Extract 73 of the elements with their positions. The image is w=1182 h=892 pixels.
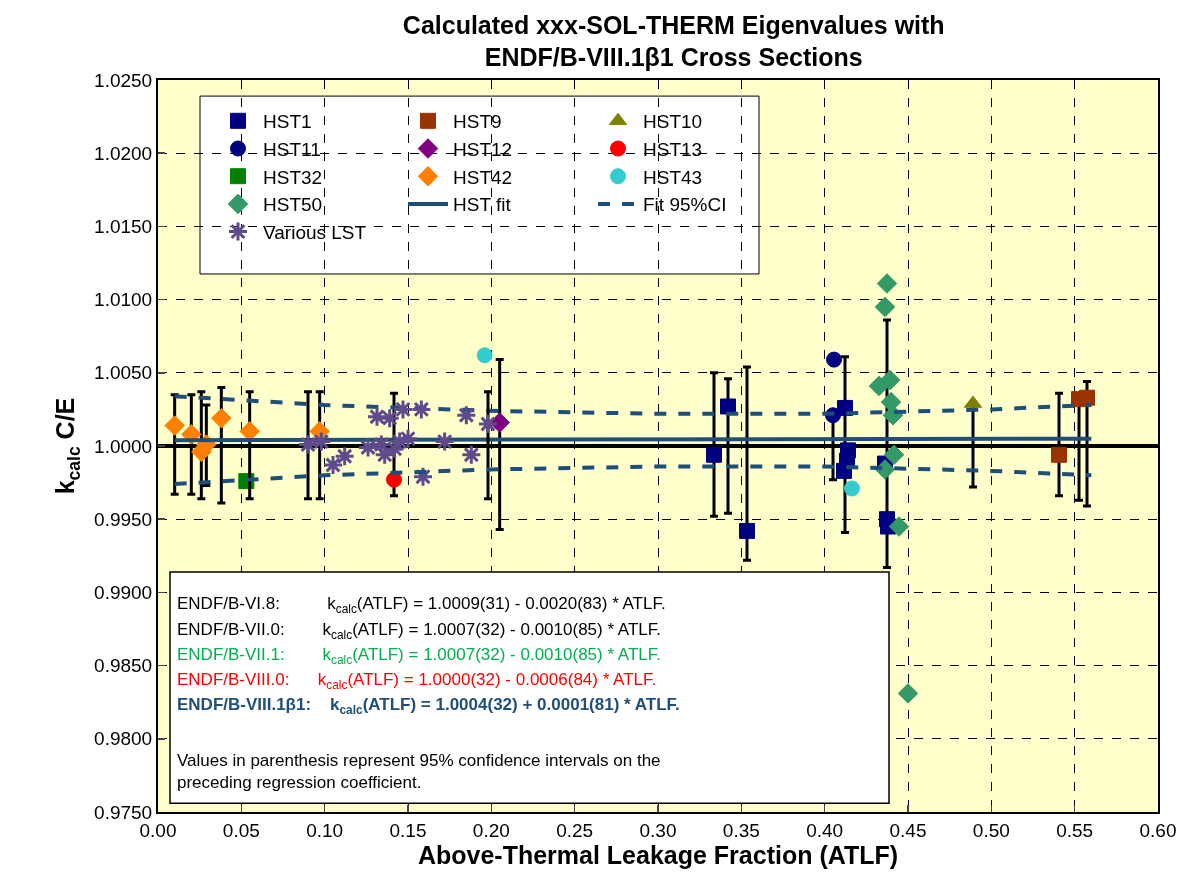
annotation: ENDF/B-VI.8: k$_{calc}$(ATLF) = 1.0009(31) - 0.0020(83) * ATLF.	[177, 594, 666, 616]
point	[897, 683, 919, 704]
point	[297, 434, 319, 456]
point	[164, 415, 185, 436]
y-tick-label: 1.0200	[94, 142, 153, 164]
legend-label: HST9	[453, 111, 502, 133]
y-tick-label: 0.9900	[94, 582, 153, 604]
y-tick-label: 0.9950	[94, 508, 153, 530]
point	[706, 446, 722, 463]
legend-label: HST12	[453, 138, 513, 160]
point	[476, 347, 493, 364]
x-tick-label: 0.40	[806, 819, 844, 841]
y-tick-label: 1.0150	[94, 216, 153, 238]
y-tick-label: 1.0050	[94, 362, 153, 384]
annotation: ENDF/B-VII.0: k$_{calc}$(ATLF) = 1.0007(32) - 0.0010(85) * ATLF.	[177, 620, 661, 642]
legend-label: HST fit	[453, 194, 512, 216]
x-tick-label: 0.50	[972, 819, 1010, 841]
point	[739, 522, 755, 539]
point	[392, 398, 414, 420]
point	[455, 404, 477, 426]
x-tick-label: 0.05	[222, 819, 260, 841]
y-tick-label: 0.9800	[94, 728, 153, 750]
legend-label: HST32	[263, 166, 323, 188]
point	[460, 444, 482, 466]
point	[826, 351, 842, 368]
annotation: Values in parenthesis represent 95% confidence intervals on the preceding regression coefficient.	[177, 751, 661, 793]
x-tick-label: 0.10	[306, 819, 344, 841]
point	[434, 431, 456, 453]
point	[357, 436, 379, 458]
x-tick-label: 0.45	[889, 819, 927, 841]
point	[888, 516, 910, 537]
legend-label: HST13	[643, 138, 703, 160]
point	[874, 296, 896, 318]
legend-label: HST11	[263, 138, 321, 160]
chart-title: Calculated xxx-SOL-THERM Eigenvalues with ENDF/B-VIII.1β1 Cross Sections	[402, 10, 945, 72]
x-tick-label: 0.25	[556, 819, 594, 841]
x-tick-label: 0.15	[389, 819, 427, 841]
annotation: ENDF/B-VII.1: k$_{calc}$(ATLF) = 1.0007(32) - 0.0010(85) * ATLF.	[177, 645, 661, 667]
x-tick-label: 0.35	[722, 819, 760, 841]
y-tick-label: 1.0000	[94, 435, 153, 457]
annotation: ENDF/B-VIII.1β1: k$_{calc}$(ATLF) = 1.0004(32) + 0.0001(81) * ATLF.	[177, 695, 680, 717]
point	[879, 369, 901, 391]
y-tick-label: 1.0100	[94, 289, 153, 311]
point	[720, 398, 736, 415]
point	[1051, 446, 1067, 463]
point	[883, 444, 905, 466]
legend-label: HST42	[453, 166, 513, 188]
point	[1079, 389, 1095, 406]
x-axis-title: Above-Thermal Leakage Fraction (ATLF)	[417, 840, 899, 869]
y-tick-label: 1.0250	[94, 69, 153, 91]
point	[334, 445, 356, 467]
line-series	[172, 464, 1094, 487]
annotation: ENDF/B-VIII.0: k$_{calc}$(ATLF) = 1.0000(32) - 0.0006(84) * ATLF.	[177, 670, 657, 692]
legend-label: Fit 95%CI	[643, 194, 727, 216]
legend-label: HST1	[263, 111, 312, 133]
x-tick-label: 0.20	[472, 819, 510, 841]
point	[374, 444, 396, 466]
point	[477, 413, 499, 435]
point	[211, 407, 232, 429]
point	[410, 398, 432, 420]
x-tick-label: 0.55	[1056, 819, 1094, 841]
point	[322, 454, 344, 476]
y-tick-label: 0.9850	[94, 655, 153, 677]
legend-label: HST10	[643, 111, 703, 133]
legend-label: HST50	[263, 194, 323, 216]
x-tick-label: 0.60	[1139, 819, 1177, 841]
point	[844, 480, 860, 497]
point	[876, 273, 898, 294]
legend-label: HST43	[643, 166, 703, 188]
point	[366, 406, 388, 428]
x-tick-label: 0.30	[639, 819, 677, 841]
point	[379, 407, 401, 429]
point	[310, 431, 332, 453]
